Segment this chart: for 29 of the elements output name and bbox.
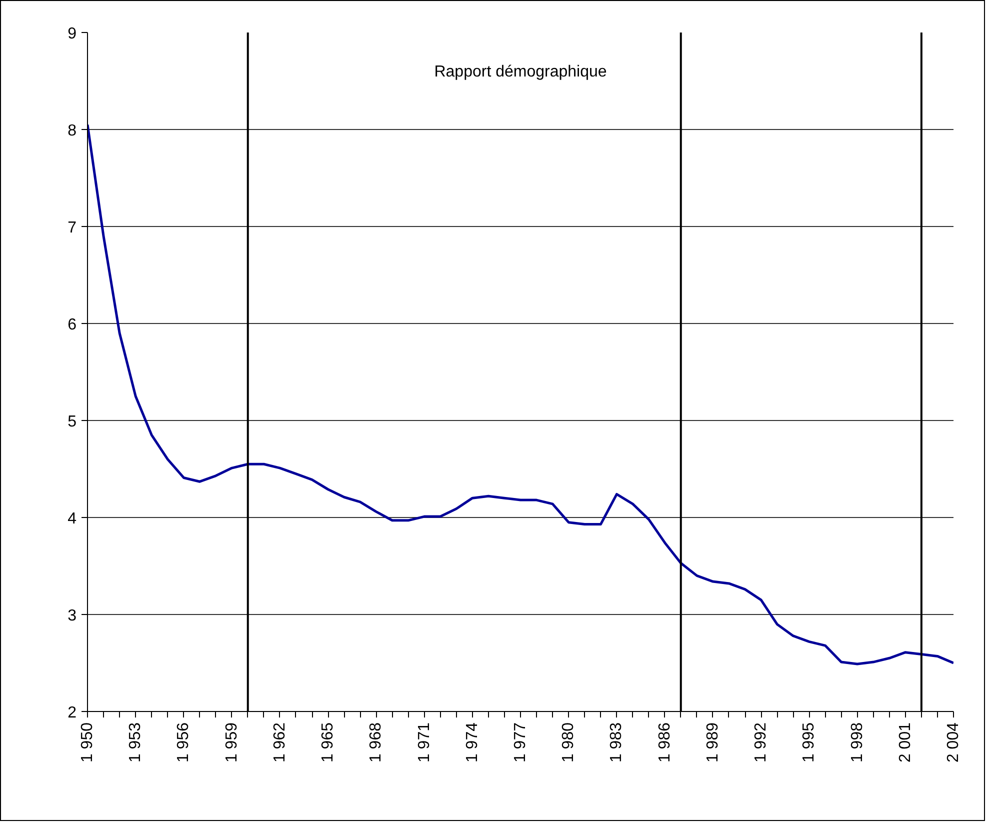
x-tick-label: 2 001 (896, 722, 914, 763)
y-tick-label: 7 (68, 220, 77, 236)
y-tick-label: 2 (68, 704, 77, 722)
line-series (88, 123, 954, 666)
x-tick-label: 1 992 (752, 722, 770, 763)
x-tick-label: 1 974 (464, 722, 481, 763)
x-tick-label: 1 998 (848, 722, 866, 763)
x-tick-label: 1 968 (368, 722, 385, 763)
x-tick-label: 1 965 (320, 722, 337, 763)
y-tick-label: 3 (68, 608, 77, 624)
x-tick-label: 1 950 (79, 722, 96, 763)
x-tick-label: 1 956 (175, 722, 192, 763)
x-tick-label: 1 962 (271, 722, 288, 763)
x-tick-label: 1 977 (512, 722, 529, 763)
y-tick-label: 8 (68, 122, 77, 140)
x-tick-label: 2 004 (945, 722, 962, 763)
x-tick-label: 1 995 (800, 722, 818, 763)
x-tick-label: 1 986 (656, 722, 674, 763)
text: Rapport démographique (434, 64, 607, 80)
y-tick-label: 9 (68, 26, 77, 42)
x-tick-label: 1 989 (704, 722, 722, 763)
x-tick-label: 1 959 (223, 722, 240, 763)
x-tick-label: 1 971 (416, 722, 433, 763)
x-tick-label: 1 953 (127, 722, 144, 763)
x-tick-label: 1 980 (560, 722, 578, 763)
y-tick-label: 5 (68, 414, 77, 430)
x-tick-label: 1 983 (608, 722, 626, 763)
y-tick-label: 4 (68, 510, 77, 528)
y-tick-label: 6 (68, 316, 77, 334)
